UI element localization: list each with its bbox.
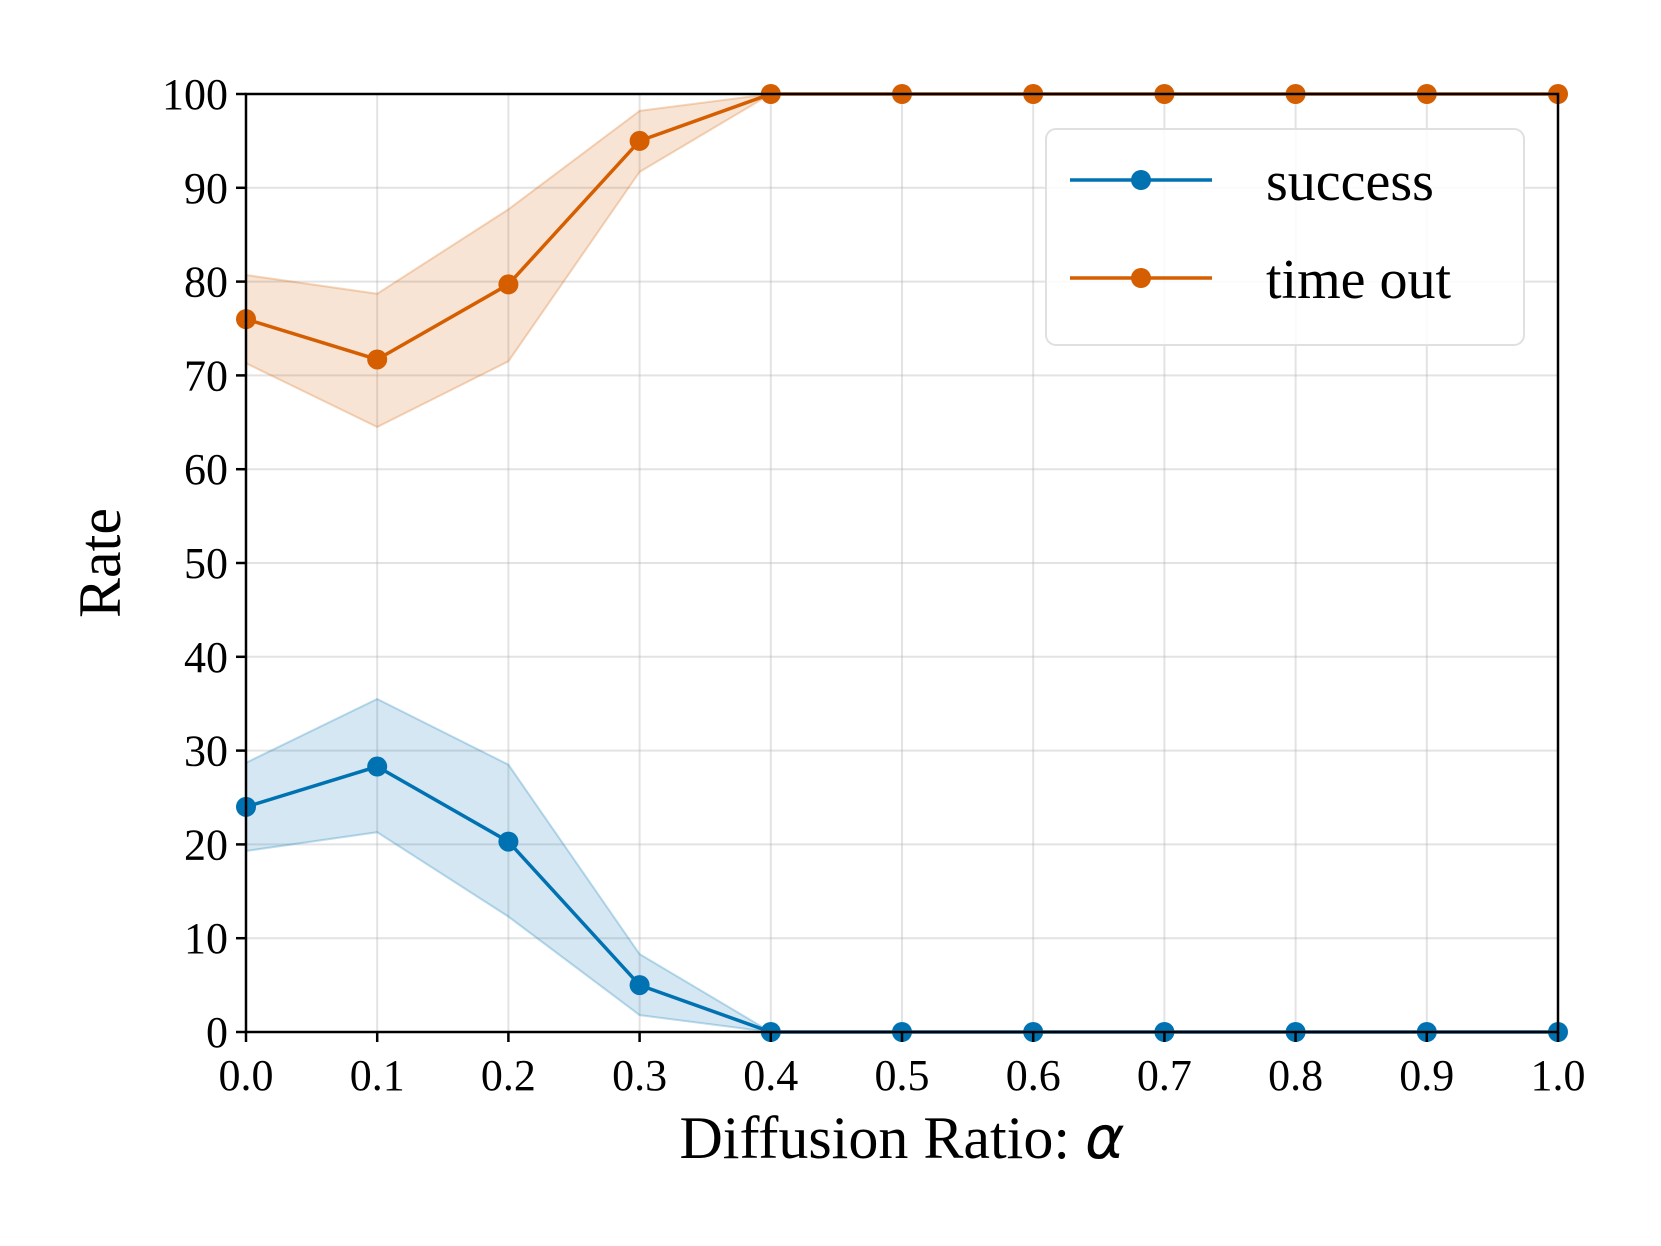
y-tick-label: 80 (184, 258, 228, 307)
x-tick-label: 0.9 (1399, 1051, 1454, 1100)
x-tick-label: 0.2 (481, 1051, 536, 1100)
legend-marker-time-out (1131, 268, 1151, 288)
y-tick-label: 20 (184, 820, 228, 869)
y-tick-label: 0 (206, 1008, 228, 1057)
data-point-success (367, 756, 388, 777)
axis-ticks: 0.0 0.1 0.2 0.3 0.4 0.5 0.6 0.7 0.8 0.9 1.0 0 10 20 30… (162, 70, 1586, 1100)
x-tick-label: 0.8 (1268, 1051, 1323, 1100)
x-tick-label: 0.4 (743, 1051, 798, 1100)
y-tick-label: 10 (184, 914, 228, 963)
legend: success time out (1045, 128, 1525, 346)
x-axis-title-text: Diffusion Ratio: (679, 1105, 1085, 1171)
x-tick-label: 0.7 (1137, 1051, 1192, 1100)
data-point-success (629, 975, 650, 996)
y-tick-label: 90 (184, 164, 228, 213)
x-tick-label: 1.0 (1531, 1051, 1586, 1100)
y-tick-label: 30 (184, 727, 228, 776)
data-point-time-out (629, 130, 650, 151)
x-tick-label: 0.6 (1006, 1051, 1061, 1100)
data-point-success (498, 831, 519, 852)
data-point-time-out (498, 274, 519, 295)
legend-label-time-out: time out (1266, 249, 1452, 311)
y-tick-label: 50 (184, 539, 228, 588)
y-axis-title: Rate (67, 508, 133, 618)
x-axis-title: Diffusion Ratio: α (679, 1103, 1124, 1173)
y-tick-label: 40 (184, 633, 228, 682)
x-tick-label: 0.0 (219, 1051, 274, 1100)
alpha-symbol: α (1085, 1103, 1125, 1173)
data-point-time-out (367, 349, 388, 370)
legend-marker-success (1131, 170, 1151, 190)
y-tick-label: 70 (184, 351, 228, 400)
y-tick-label: 60 (184, 445, 228, 494)
x-tick-label: 0.5 (875, 1051, 930, 1100)
legend-label-success: success (1266, 151, 1434, 213)
legend-box (1045, 128, 1525, 346)
x-tick-label: 0.1 (350, 1051, 405, 1100)
x-tick-label: 0.3 (612, 1051, 667, 1100)
y-tick-label: 100 (162, 70, 228, 119)
